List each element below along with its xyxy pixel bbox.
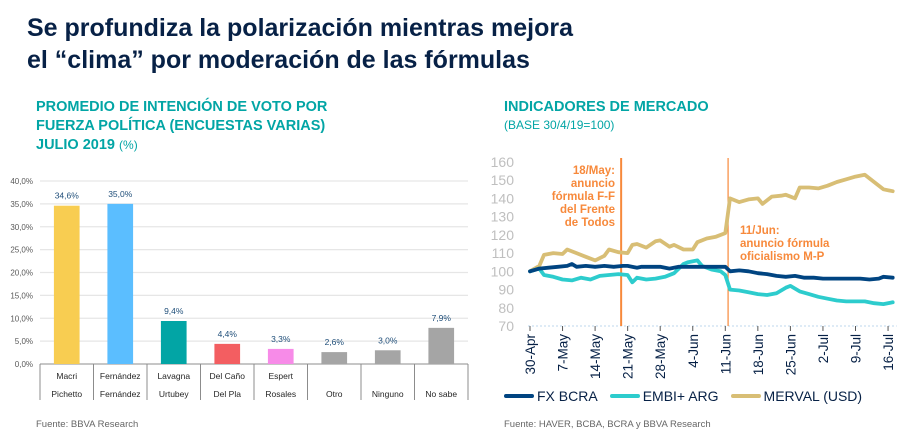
bar-chart-category-label: Macri — [56, 371, 77, 381]
line-chart-series-line — [528, 262, 895, 282]
line-chart-y-tick-label: 110 — [492, 245, 515, 261]
bar-chart-category-label: Otro — [326, 389, 343, 399]
line-chart-y-tick-label: 140 — [491, 190, 515, 206]
bar-chart-title: PROMEDIO DE INTENCIÓN DE VOTO POR FUERZA… — [36, 98, 456, 155]
bar-chart-title-unit: (%) — [119, 138, 138, 152]
legend-swatch — [609, 394, 640, 398]
line-chart-x-tick-label: 16-Jul — [881, 334, 896, 371]
bar-chart-y-tick-label: 40,0% — [10, 177, 33, 186]
bar-chart-value-label: 7,9% — [432, 313, 452, 323]
bar-chart-y-tick-label: 25,0% — [10, 246, 33, 255]
line-chart-y-tick-label: 80 — [498, 300, 514, 316]
bar-chart-value-label: 9,4% — [164, 306, 184, 316]
bar-chart-y-tick-label: 5,0% — [15, 337, 33, 346]
bar-chart-title-line-1: PROMEDIO DE INTENCIÓN DE VOTO POR — [36, 99, 328, 115]
line-chart-annotation-text: de Todos — [565, 217, 615, 229]
bar-chart-title-line-3: JULIO 2019 — [36, 137, 115, 153]
line-chart-x-tick-label: 14-May — [588, 334, 603, 379]
bar-chart-value-label: 3,0% — [378, 335, 398, 345]
line-chart-annotation-text: anuncio — [571, 178, 615, 190]
bar-chart-bar — [53, 205, 80, 364]
line-chart-annotation-text: fórmula F-F — [552, 191, 615, 203]
legend-item: FX BCRA — [504, 388, 598, 404]
line-chart-annotation-text: oficialismo M-P — [740, 251, 825, 263]
line-chart-x-tick-label: 4-Jun — [686, 334, 701, 368]
line-chart-x-tick-label: 9-Jul — [849, 334, 864, 363]
line-chart-y-tick-label: 120 — [491, 227, 515, 243]
bar-chart-category-label: Rosales — [265, 389, 296, 399]
legend-item: EMBI+ ARG — [609, 388, 719, 404]
bar-chart-value-label: 3,3% — [271, 334, 291, 344]
bar-chart-bar — [267, 348, 294, 364]
bar-chart-bar — [107, 203, 134, 364]
line-chart-annotation-text: 11/Jun: — [740, 225, 780, 237]
line-chart-y-tick-label: 90 — [498, 282, 514, 298]
line-chart-x-tick-label: 18-Jun — [751, 334, 766, 375]
bar-chart-category-label: Lavagna — [157, 371, 190, 381]
bar-chart-value-label: 35,0% — [108, 189, 133, 199]
line-chart-x-tick-label: 11-Jun — [718, 334, 733, 374]
legend-label: EMBI+ ARG — [642, 388, 719, 404]
bar-chart-category-label: Fernández — [100, 371, 141, 381]
bar-chart-category-label: Pichetto — [51, 389, 82, 399]
bar-chart-bar — [374, 350, 401, 364]
bar-chart-value-label: 4,4% — [218, 329, 238, 339]
bar-chart-category-label: Del Caño — [210, 371, 246, 381]
line-chart-x-tick-label: 30-Apr — [523, 334, 538, 375]
legend-label: FX BCRA — [537, 388, 598, 404]
legend-label: MERVAL (USD) — [763, 388, 863, 404]
line-chart-annotation-text: del Frente — [560, 204, 615, 216]
line-chart-title-main: INDICADORES DE MERCADO — [504, 99, 709, 115]
line-chart-x-tick-label: 2-Jul — [816, 334, 831, 363]
line-chart-x-tick-label: 28-May — [653, 334, 668, 379]
bar-chart-bar — [321, 352, 348, 364]
legend-swatch — [504, 394, 534, 398]
page-title-line-2: el “clima” por moderación de las fórmula… — [27, 46, 530, 74]
line-chart-x-tick-label: 7-May — [556, 334, 571, 372]
bar-chart-category-label: Fernández — [100, 389, 141, 399]
bar-chart-category-label: Urtubey — [159, 389, 190, 399]
bar-chart-y-tick-label: 0,0% — [15, 360, 33, 369]
bar-chart-bar — [428, 327, 455, 364]
bar-chart-y-tick-label: 30,0% — [10, 223, 33, 232]
bar-chart-y-tick-label: 10,0% — [10, 314, 33, 323]
line-chart-y-tick-label: 130 — [491, 209, 515, 225]
line-chart-title: INDICADORES DE MERCADO (BASE 30/4/19=100… — [504, 98, 884, 133]
line-chart-y-tick-label: 160 — [491, 154, 515, 170]
page-title-line-1: Se profundiza la polarización mientras m… — [27, 14, 573, 42]
bar-chart-bar — [214, 343, 241, 364]
bar-chart-source: Fuente: BBVA Research — [36, 419, 139, 430]
bar-chart-value-label: 2,6% — [325, 337, 345, 347]
bar-chart-bar — [160, 320, 187, 364]
line-chart-y-tick-label: 100 — [491, 263, 515, 279]
line-chart-source: Fuente: HAVER, BCBA, BCRA y BBVA Researc… — [504, 419, 711, 430]
bar-chart-value-label: 34,6% — [55, 191, 80, 201]
bar-chart-category-label: No sabe — [425, 389, 457, 399]
line-chart-annotation-text: anuncio fórmula — [740, 238, 830, 250]
bar-chart-y-tick-label: 35,0% — [10, 200, 33, 209]
line-chart-legend: FX BCRA EMBI+ ARG MERVAL (USD) — [504, 388, 874, 404]
line-chart-y-tick-label: 150 — [491, 172, 515, 188]
bar-chart-y-tick-label: 20,0% — [10, 269, 33, 278]
legend-item: MERVAL (USD) — [730, 388, 863, 404]
line-chart-x-tick-label: 21-May — [621, 334, 636, 379]
bar-chart-title-line-2: FUERZA POLÍTICA (ENCUESTAS VARIAS) — [36, 118, 326, 134]
bar-chart-category-label: Ninguno — [372, 389, 404, 399]
page-title: Se profundiza la polarización mientras m… — [27, 12, 667, 76]
bar-chart-category-label: Del Pla — [214, 389, 242, 399]
legend-swatch — [730, 394, 761, 398]
line-chart-base-note: (BASE 30/4/19=100) — [504, 118, 615, 132]
bar-chart-y-tick-label: 15,0% — [10, 291, 33, 300]
bar-chart-category-label: Espert — [268, 371, 293, 381]
line-chart-x-tick-label: 25-Jun — [783, 334, 798, 375]
line-chart-y-tick-label: 70 — [498, 318, 514, 334]
line-chart-series-line — [528, 172, 895, 274]
line-chart-annotation-text: 18/May: — [573, 165, 615, 177]
